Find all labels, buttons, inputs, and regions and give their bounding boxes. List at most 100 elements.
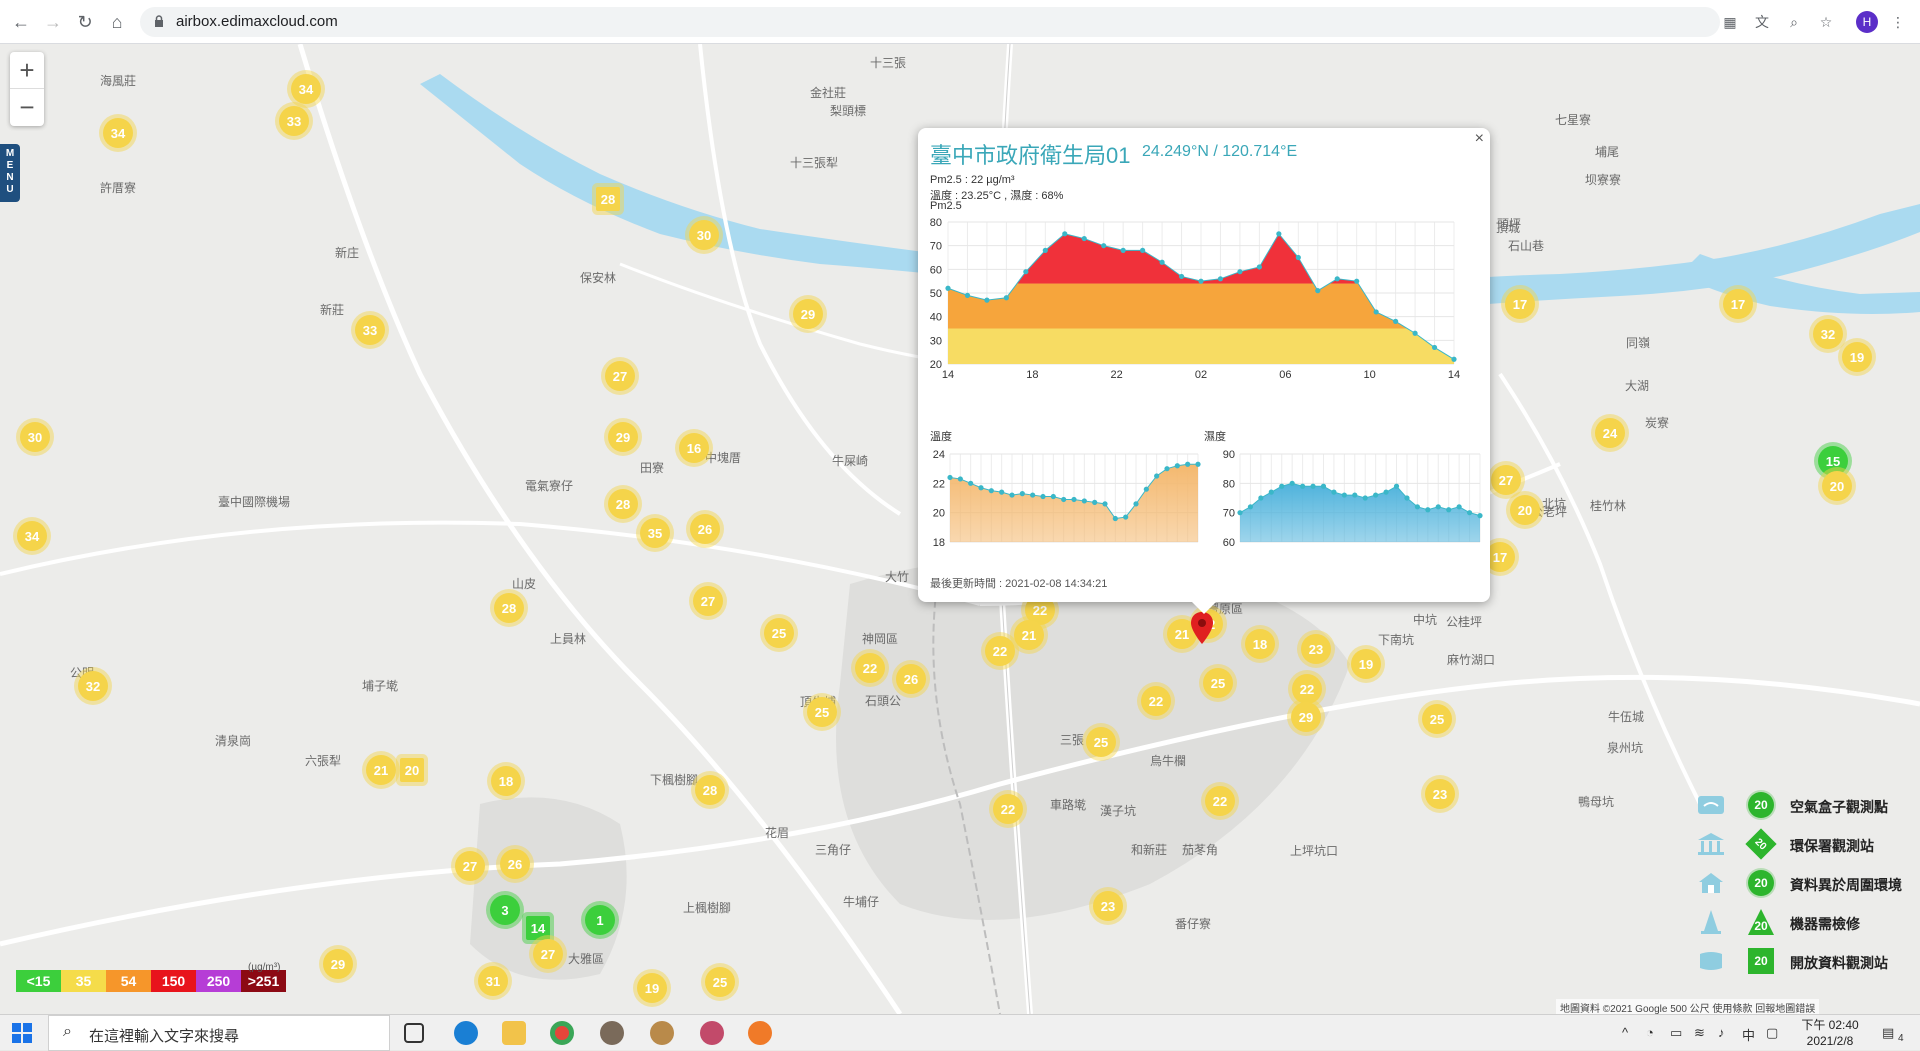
pm25-cluster-marker[interactable]: 34 (17, 521, 47, 551)
pm25-cluster-marker[interactable]: 19 (1842, 342, 1872, 372)
pm25-cluster-marker[interactable]: 26 (500, 849, 530, 879)
pm25-cluster-marker[interactable]: 28 (695, 775, 725, 805)
zoom-in-button[interactable]: + (10, 52, 44, 89)
close-icon[interactable]: × (1474, 130, 1484, 147)
pm25-cluster-marker[interactable]: 29 (323, 949, 353, 979)
profile-avatar[interactable]: H (1856, 11, 1878, 33)
qr-code-icon[interactable]: ▦ (1723, 13, 1737, 30)
network-icon[interactable]: ◔ (1646, 1025, 1654, 1040)
bookmark-star-icon[interactable]: ☆ (1819, 13, 1833, 30)
ime-indicator[interactable]: 中 (1742, 1028, 1756, 1043)
volume-icon[interactable]: ♪ (1718, 1025, 1725, 1040)
pm25-data-point (1373, 309, 1379, 315)
pm25-cluster-marker[interactable]: 23 (1425, 779, 1455, 809)
file-explorer-icon[interactable] (502, 1021, 526, 1045)
blender-icon[interactable] (748, 1021, 772, 1045)
app-icon-1[interactable] (600, 1021, 624, 1045)
pm25-cluster-marker[interactable]: 16 (679, 433, 709, 463)
pm25-cluster-marker[interactable]: 25 (807, 697, 837, 727)
pm25-cluster-marker[interactable]: 28 (608, 489, 638, 519)
pm25-cluster-marker[interactable]: 17 (1505, 289, 1535, 319)
pm25-cluster-marker[interactable]: 32 (1813, 319, 1843, 349)
forward-icon[interactable]: → (44, 11, 62, 32)
pm25-cluster-marker[interactable]: 22 (993, 794, 1023, 824)
pm25-cluster-marker[interactable]: 33 (355, 315, 385, 345)
pm25-cluster-marker[interactable]: 20 (400, 758, 424, 782)
pm25-cluster-marker[interactable]: 30 (689, 220, 719, 250)
pm25-cluster-marker[interactable]: 27 (1491, 465, 1521, 495)
pm25-cluster-marker[interactable]: 27 (693, 586, 723, 616)
pm25-cluster-marker[interactable]: 22 (985, 636, 1015, 666)
pm25-cluster-marker[interactable]: 28 (596, 187, 620, 211)
edge-browser-icon[interactable] (454, 1021, 478, 1045)
pm25-cluster-marker[interactable]: 3 (490, 895, 520, 925)
pm25-cluster-marker[interactable]: 18 (491, 766, 521, 796)
pm25-cluster-marker[interactable]: 23 (1301, 634, 1331, 664)
pm25-cluster-marker[interactable]: 22 (1292, 674, 1322, 704)
zoom-icon[interactable]: ⌕ (1790, 13, 1798, 30)
pm25-cluster-marker[interactable]: 28 (494, 593, 524, 623)
pm25-cluster-marker[interactable]: 29 (793, 299, 823, 329)
pm25-cluster-marker[interactable]: 17 (1485, 542, 1515, 572)
system-clock[interactable]: 下午 02:40 2021/2/8 (1790, 1017, 1870, 1049)
taskbar-search-box[interactable]: ⌕ 在這裡輸入文字來搜尋 (48, 1015, 390, 1051)
chrome-icon[interactable] (550, 1021, 574, 1045)
pm25-cluster-marker[interactable]: 33 (279, 106, 309, 136)
pm25-cluster-marker[interactable]: 14 (526, 916, 550, 940)
tray-chevron-icon[interactable]: ^ (1622, 1025, 1629, 1040)
task-view-icon[interactable] (404, 1023, 424, 1043)
app-icon-2[interactable] (650, 1021, 674, 1045)
pm25-cluster-marker[interactable]: 34 (103, 118, 133, 148)
pm25-cluster-marker[interactable]: 29 (1291, 702, 1321, 732)
pm25-cluster-marker[interactable]: 27 (455, 851, 485, 881)
ime-mode-icon[interactable]: ▢ (1766, 1025, 1779, 1040)
map-place-label: 中塊厝 (705, 451, 742, 465)
zoom-out-button[interactable]: − (19, 92, 35, 122)
pm25-cluster-marker[interactable]: 22 (1205, 786, 1235, 816)
pm25-cluster-marker[interactable]: 30 (20, 422, 50, 452)
pm25-cluster-marker[interactable]: 34 (291, 74, 321, 104)
notification-center-icon[interactable]: ▤ (1882, 1025, 1895, 1040)
pm25-cluster-marker[interactable]: 20 (1510, 495, 1540, 525)
pm25-cluster-marker[interactable]: 21 (366, 755, 396, 785)
windows-start-icon[interactable] (12, 1023, 32, 1043)
pm25-cluster-marker[interactable]: 25 (705, 967, 735, 997)
selected-location-pin-icon[interactable] (1191, 612, 1213, 644)
pm25-cluster-marker[interactable]: 25 (1203, 668, 1233, 698)
pm25-cluster-marker[interactable]: 26 (896, 664, 926, 694)
pm25-cluster-marker[interactable]: 32 (78, 671, 108, 701)
pm25-cluster-marker[interactable]: 22 (855, 653, 885, 683)
station-type-label: 開放資料觀測站 (1790, 955, 1888, 971)
pm25-cluster-marker[interactable]: 19 (1351, 649, 1381, 679)
pm25-cluster-marker[interactable]: 25 (1422, 704, 1452, 734)
aqi-color-legend: <15 35 54 150 250 >251 (16, 970, 286, 992)
address-bar[interactable]: airbox.edimaxcloud.com (140, 7, 1720, 37)
battery-icon[interactable]: ▭ (1670, 1025, 1683, 1040)
pm25-cluster-marker[interactable]: 20 (1822, 471, 1852, 501)
pm25-cluster-marker[interactable]: 22 (1141, 686, 1171, 716)
pm25-cluster-marker[interactable]: 18 (1245, 629, 1275, 659)
pm25-cluster-marker[interactable]: 25 (1086, 727, 1116, 757)
pm25-cluster-marker[interactable]: 23 (1093, 891, 1123, 921)
pm25-cluster-marker[interactable]: 31 (478, 966, 508, 996)
pm25-cluster-marker[interactable]: 24 (1595, 418, 1625, 448)
pm25-cluster-marker[interactable]: 19 (637, 973, 667, 1003)
pm25-cluster-marker[interactable]: 21 (1014, 620, 1044, 650)
back-icon[interactable]: ← (12, 11, 30, 32)
map-canvas[interactable]: 海風莊 許厝寮 新庄 新莊 保安林 十三張 十三張犁 金社莊 梨頭標 中塊厝 田寮 牛屎崎 電氣寮仔 臺中… (0, 44, 1920, 1014)
translate-icon[interactable]: 文 (1755, 14, 1769, 30)
pm25-cluster-marker[interactable]: 26 (690, 514, 720, 544)
app-icon-3[interactable] (700, 1021, 724, 1045)
pm25-cluster-marker[interactable]: 29 (608, 422, 638, 452)
more-menu-icon[interactable]: ⋮ (1891, 13, 1905, 30)
pm25-cluster-marker[interactable]: 1 (585, 905, 615, 935)
home-icon[interactable]: ⌂ (111, 11, 123, 32)
pm25-cluster-marker[interactable]: 17 (1723, 289, 1753, 319)
reload-icon[interactable]: ↻ (77, 11, 93, 32)
pm25-cluster-marker[interactable]: 35 (640, 518, 670, 548)
pm25-cluster-marker[interactable]: 27 (533, 939, 563, 969)
pm25-cluster-marker[interactable]: 25 (764, 618, 794, 648)
wifi-icon[interactable]: ≋ (1694, 1025, 1705, 1040)
pm25-cluster-marker[interactable]: 27 (605, 361, 635, 391)
